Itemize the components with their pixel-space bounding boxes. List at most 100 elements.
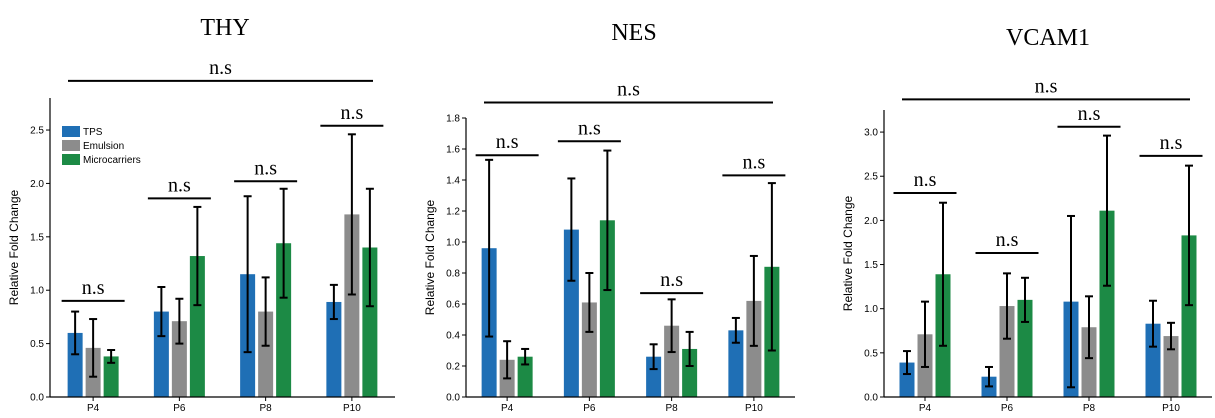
chart-title: VCAM1 — [1006, 25, 1090, 51]
y-axis-label: Relative Fold Change — [841, 195, 855, 311]
bar-microcarriers-p10 — [362, 247, 378, 397]
y-tick-label: 0.4 — [446, 331, 460, 342]
chart-title: THY — [200, 15, 249, 41]
bar-microcarriers-p8 — [276, 243, 292, 397]
error-bar — [243, 195, 252, 354]
error-bar — [749, 254, 758, 347]
bar-emulsion-p6 — [581, 302, 597, 397]
legend: TPS Emulsion Microcarriers — [62, 126, 141, 166]
y-tick-label: 0.0 — [446, 393, 460, 404]
bar-tps-p8 — [646, 356, 662, 397]
legend-swatch-emulsion — [62, 140, 80, 151]
error-bar — [903, 350, 911, 376]
x-tick-label: P8 — [1083, 403, 1096, 414]
chart-panel-2: NES Relative Fold Change 0.0 0.2 0.4 0.6 0.8 1.… — [423, 20, 795, 414]
error-bar — [731, 316, 740, 344]
error-bar — [193, 205, 202, 307]
x-tick-label: P10 — [1162, 403, 1180, 414]
significance-annotation: n.s — [147, 174, 211, 200]
significance-label: n.s — [254, 157, 277, 179]
y-axis-label: Relative Fold Change — [423, 199, 437, 315]
error-bar — [89, 318, 98, 378]
significance-label: n.s — [742, 151, 765, 173]
bar-tps-p10 — [326, 301, 342, 397]
bar-emulsion-p10 — [746, 300, 762, 397]
legend-label: TPS — [83, 127, 103, 138]
x-tick-label: P4 — [919, 403, 932, 414]
y-axis-label: Relative Fold Change — [7, 189, 21, 305]
bar-microcarriers-p8 — [682, 348, 698, 397]
bar-emulsion-p8 — [258, 311, 274, 397]
significance-annotation: n.s — [61, 277, 125, 302]
significance-label: n.s — [209, 57, 232, 79]
error-bar — [1085, 295, 1093, 360]
significance-label: n.s — [1035, 75, 1058, 97]
significance-annotation: n.s — [475, 131, 539, 157]
error-bar — [649, 343, 658, 371]
bar-emulsion-p6 — [171, 321, 187, 397]
bar-tps-p4 — [67, 332, 83, 397]
significance-annotation: n.s — [557, 117, 621, 143]
error-bar — [1149, 299, 1157, 348]
x-tick-label: P4 — [87, 403, 100, 414]
bar-emulsion-p10 — [1163, 336, 1179, 397]
chart-panel-3: VCAM1 Relative Fold Change 0.0 0.5 1.0 1.5 2.0… — [841, 25, 1212, 414]
significance-label: n.s — [168, 174, 191, 196]
bar-emulsion-p6 — [999, 306, 1015, 397]
error-bar — [985, 365, 993, 388]
legend-swatch-tps — [62, 126, 80, 137]
significance-annotation: n.s — [722, 151, 786, 177]
y-tick-label: 2.0 — [30, 179, 44, 190]
error-bar — [921, 300, 929, 368]
error-bar — [157, 286, 166, 338]
y-tick-label: 2.0 — [864, 216, 878, 227]
significance-label: n.s — [578, 117, 601, 139]
y-tick-label: 1.2 — [446, 207, 460, 218]
error-bar — [279, 187, 288, 299]
significance-label: n.s — [496, 131, 519, 153]
y-tick-label: 0.0 — [30, 393, 44, 404]
y-tick-label: 0.2 — [446, 362, 460, 373]
error-bar — [107, 349, 116, 364]
significance-annotation: n.s — [975, 229, 1039, 255]
bar-microcarriers-p8 — [1099, 210, 1115, 397]
legend-label: Emulsion — [83, 141, 124, 152]
y-tick-label: 1.0 — [864, 304, 878, 315]
significance-label: n.s — [82, 277, 105, 299]
y-tick-label: 2.5 — [864, 172, 878, 183]
x-tick-label: P8 — [260, 403, 273, 414]
error-bar — [767, 182, 776, 352]
significance-label: n.s — [914, 169, 937, 191]
significance-annotation: n.s — [902, 75, 1190, 101]
error-bar — [1167, 321, 1175, 351]
y-tick-label: 2.5 — [30, 126, 44, 137]
x-tick-label: P6 — [583, 403, 596, 414]
y-tick-label: 0.5 — [864, 348, 878, 359]
error-bar — [1067, 214, 1075, 389]
significance-annotation: n.s — [320, 102, 384, 127]
error-bar — [329, 283, 338, 321]
error-bar — [521, 347, 530, 366]
y-tick-label: 1.0 — [30, 286, 44, 297]
y-tick-label: 1.8 — [446, 114, 460, 125]
error-bar — [261, 276, 270, 347]
significance-annotation: n.s — [1139, 132, 1203, 157]
significance-label: n.s — [1078, 103, 1101, 125]
y-tick-label: 0.0 — [864, 393, 878, 404]
y-tick-label: 3.0 — [864, 128, 878, 139]
x-tick-label: P6 — [173, 403, 186, 414]
bar-tps-p10 — [728, 330, 744, 397]
error-bar — [175, 297, 184, 345]
significance-label: n.s — [340, 102, 363, 124]
error-bar — [1021, 276, 1029, 323]
chart-title: NES — [611, 20, 656, 46]
x-tick-label: P4 — [501, 403, 514, 414]
y-tick-label: 1.5 — [864, 260, 878, 271]
significance-annotation: n.s — [1057, 103, 1121, 128]
x-tick-label: P6 — [1001, 403, 1014, 414]
y-tick-label: 0.6 — [446, 300, 460, 311]
significance-label: n.s — [996, 229, 1019, 251]
bar-microcarriers-p10 — [1181, 235, 1197, 397]
error-bar — [1185, 164, 1193, 307]
